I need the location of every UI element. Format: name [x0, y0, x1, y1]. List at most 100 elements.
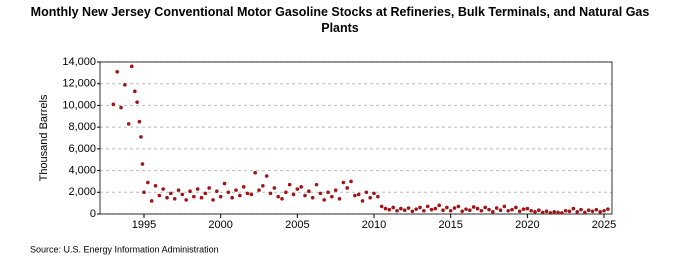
- point: [264, 174, 269, 178]
- point: [172, 197, 177, 201]
- point: [372, 191, 376, 196]
- point: [529, 208, 533, 213]
- point: [176, 188, 181, 192]
- point: [360, 199, 365, 203]
- point: [111, 102, 116, 107]
- point: [253, 170, 257, 175]
- point: [135, 100, 139, 104]
- point: [506, 208, 510, 213]
- y-tick-label: 6,000: [68, 143, 96, 155]
- point: [383, 206, 388, 211]
- point: [452, 206, 457, 210]
- x-tick-label: 2015: [438, 219, 462, 231]
- point: [261, 183, 265, 188]
- point: [399, 206, 403, 211]
- point: [318, 191, 323, 196]
- point: [137, 119, 142, 124]
- point: [379, 204, 384, 209]
- point: [299, 185, 303, 189]
- point: [422, 208, 426, 213]
- x-tick-label: 1995: [132, 219, 156, 231]
- point: [199, 195, 204, 200]
- point: [129, 64, 134, 69]
- point: [238, 193, 242, 198]
- point: [153, 183, 158, 188]
- point: [429, 207, 434, 212]
- plot-frame: [99, 61, 613, 215]
- y-tick-label: 8,000: [68, 121, 96, 133]
- point: [326, 190, 330, 195]
- point: [590, 209, 595, 214]
- point: [295, 187, 300, 191]
- point: [491, 210, 495, 214]
- point: [540, 210, 545, 215]
- y-tick-label: 10,000: [62, 99, 96, 111]
- point: [376, 194, 380, 199]
- point: [402, 208, 407, 212]
- chart-title: Monthly New Jersey Conventional Motor Ga…: [30, 5, 650, 35]
- point: [606, 207, 610, 211]
- point: [483, 205, 487, 210]
- point: [211, 198, 215, 202]
- point: [494, 206, 499, 210]
- point: [425, 204, 430, 209]
- point: [337, 197, 342, 201]
- point: [333, 188, 338, 192]
- point: [567, 209, 572, 214]
- point: [368, 195, 372, 200]
- point: [146, 180, 150, 185]
- point: [245, 191, 250, 196]
- point: [123, 83, 127, 87]
- point: [180, 192, 185, 197]
- x-tick-label: 2005: [285, 219, 309, 231]
- point: [514, 205, 518, 210]
- point: [195, 187, 200, 191]
- point: [287, 182, 292, 187]
- point: [575, 210, 579, 214]
- point: [161, 187, 165, 191]
- point: [249, 192, 254, 197]
- point: [192, 194, 196, 199]
- y-tick-label: 2,000: [68, 186, 96, 198]
- point: [139, 135, 143, 139]
- point: [310, 195, 315, 200]
- point: [395, 208, 399, 213]
- point: [598, 210, 602, 214]
- point: [418, 205, 422, 210]
- point: [184, 198, 188, 202]
- point: [188, 189, 192, 193]
- x-tick-label: 2025: [592, 219, 616, 231]
- point: [222, 181, 227, 186]
- point: [560, 211, 564, 215]
- point: [517, 209, 522, 214]
- point: [119, 105, 123, 110]
- point: [498, 208, 503, 212]
- point: [521, 207, 526, 211]
- point: [502, 204, 507, 209]
- point: [215, 189, 219, 193]
- y-tick-label: 12,000: [62, 78, 96, 90]
- point: [314, 182, 319, 187]
- point: [414, 207, 418, 211]
- point: [207, 186, 211, 190]
- point: [345, 186, 349, 190]
- point: [391, 205, 395, 210]
- point: [349, 179, 353, 184]
- point: [525, 206, 530, 211]
- point: [356, 192, 361, 197]
- point: [280, 197, 284, 201]
- point: [218, 194, 223, 199]
- x-tick-label: 2000: [208, 219, 232, 231]
- point: [307, 189, 311, 193]
- point: [303, 193, 307, 198]
- point: [479, 208, 484, 213]
- point: [583, 210, 587, 215]
- point: [471, 205, 476, 209]
- y-tick-label: 14,000: [62, 56, 96, 68]
- point: [387, 207, 392, 212]
- point: [579, 207, 583, 212]
- point: [322, 198, 326, 202]
- point: [115, 69, 119, 74]
